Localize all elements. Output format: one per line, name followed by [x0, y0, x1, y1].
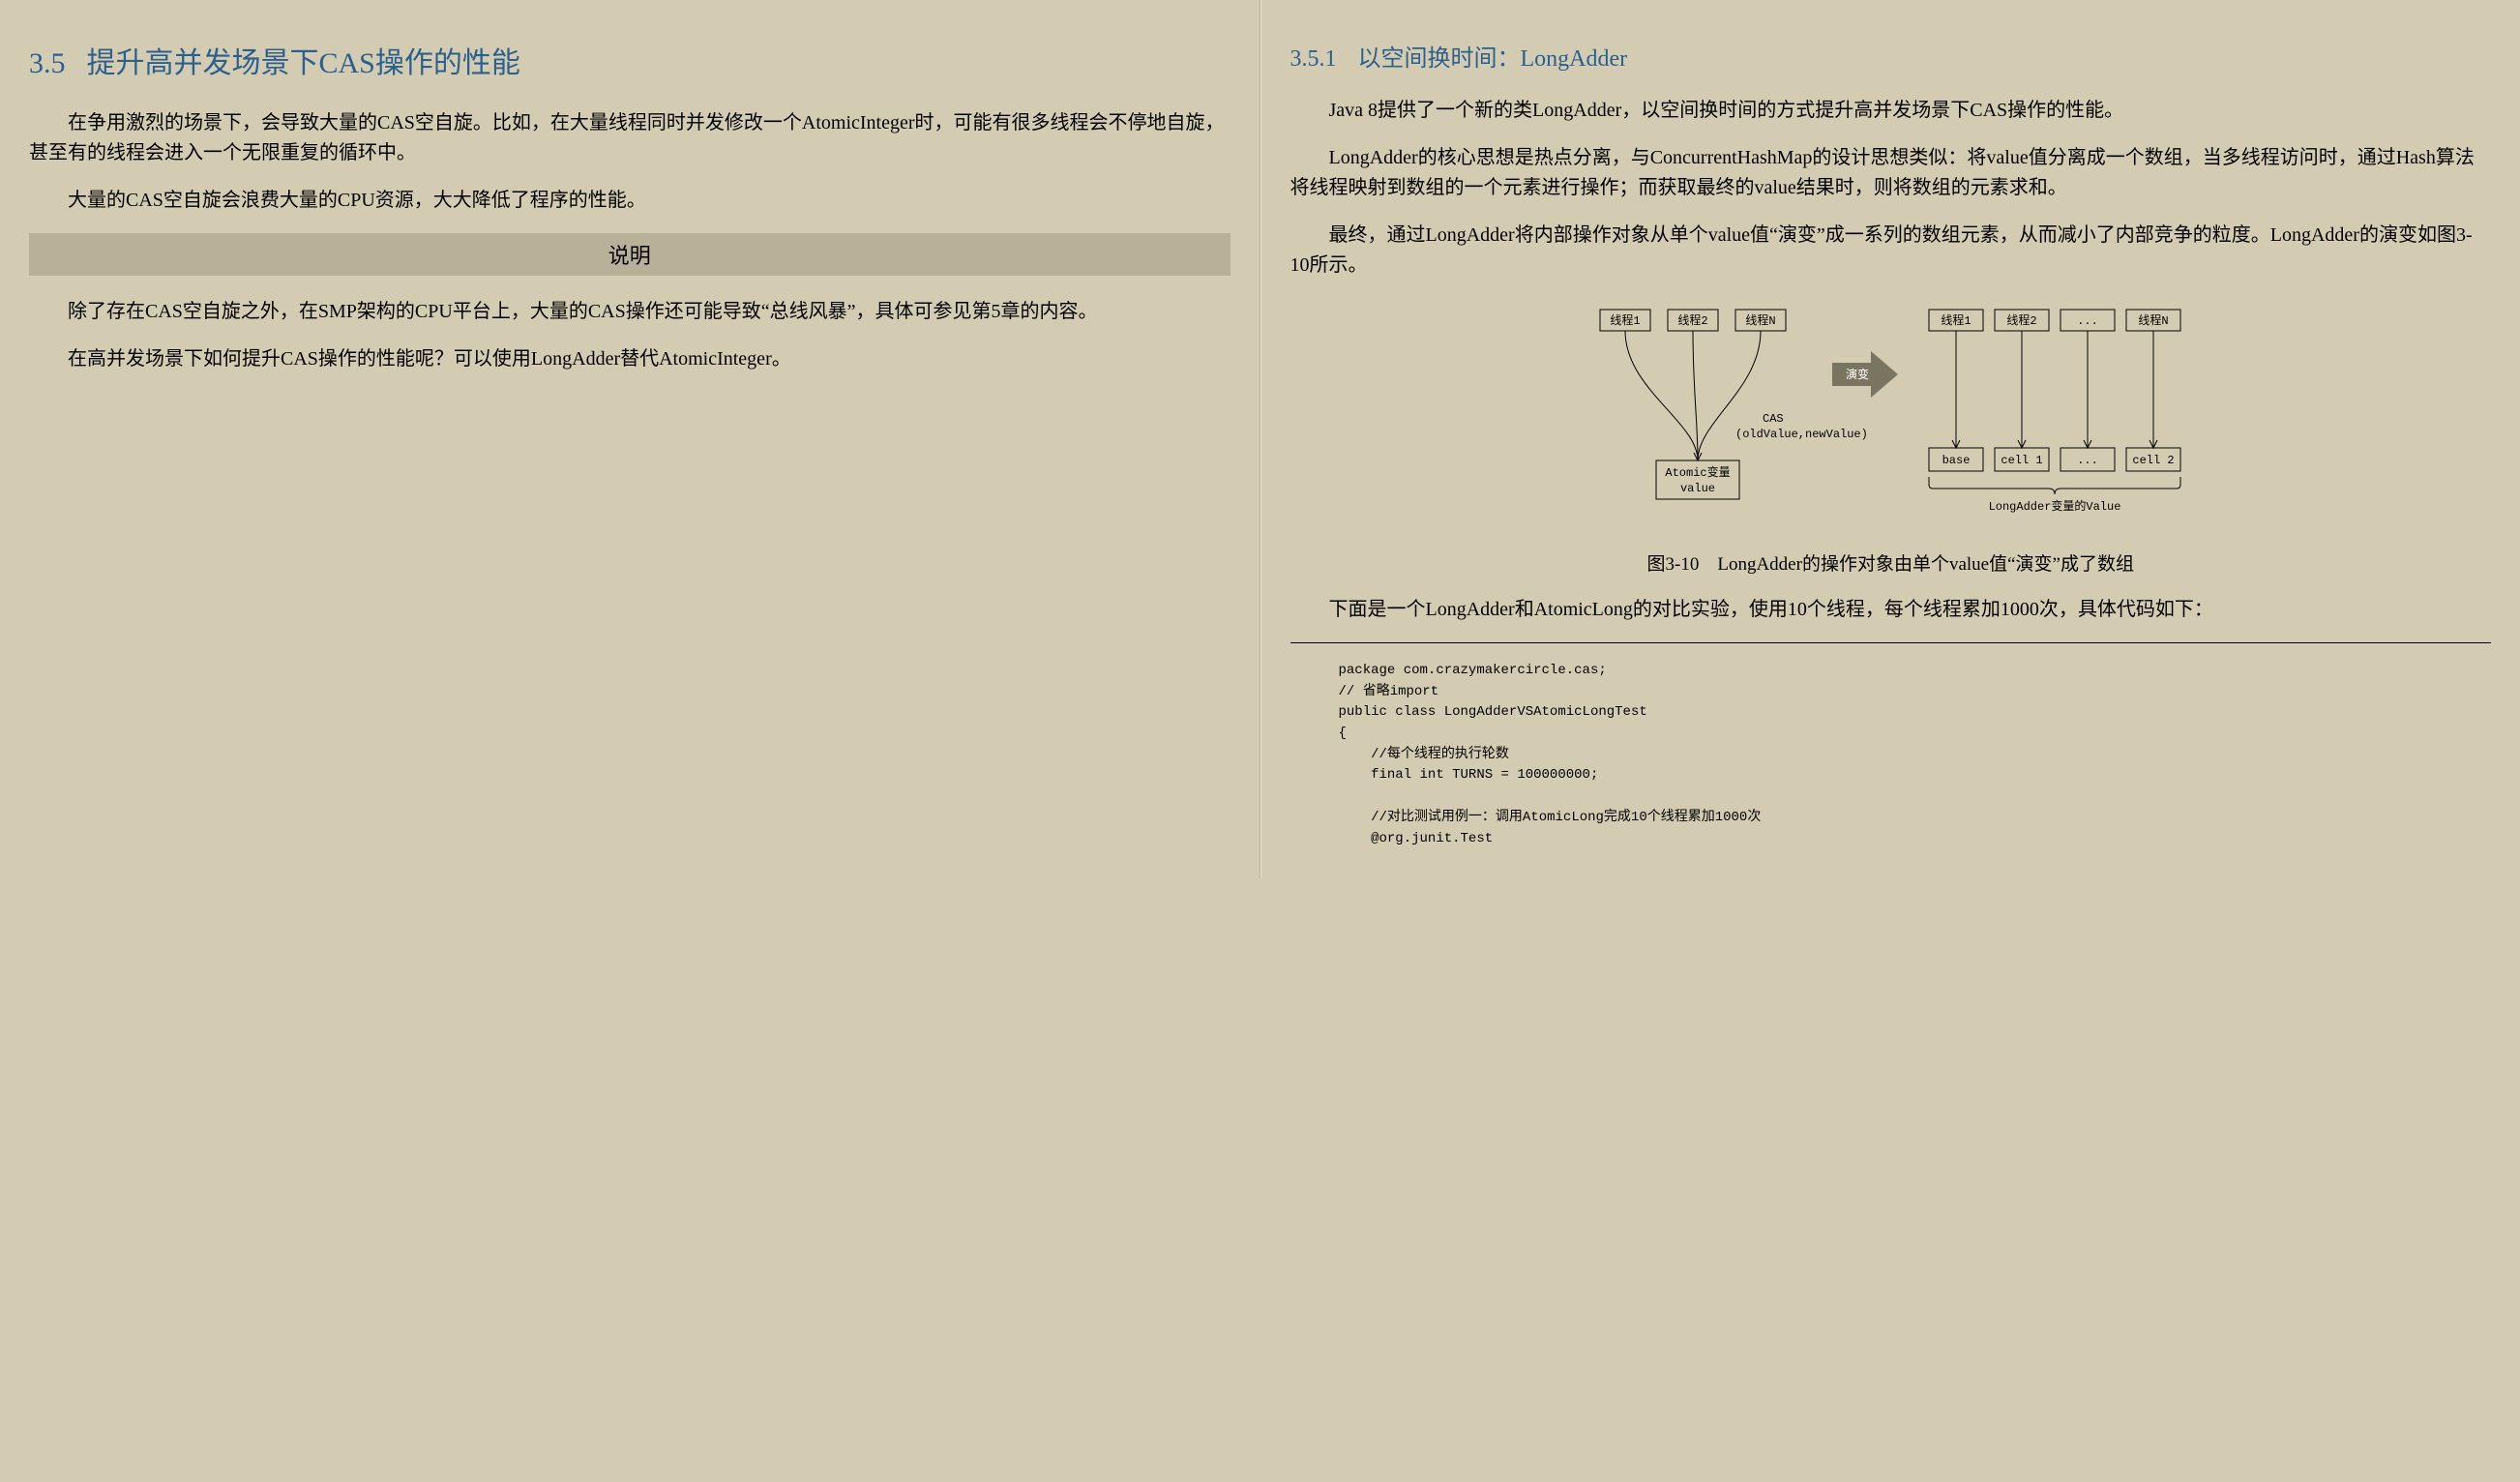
section-title: 提升高并发场景下CAS操作的性能: [87, 47, 520, 79]
svg-text:线程N: 线程N: [2139, 312, 2169, 328]
subsection-title: 以空间换时间：LongAdder: [1358, 46, 1628, 72]
svg-text:...: ...: [2077, 314, 2098, 328]
page-left: 3.5 提升高并发场景下CAS操作的性能 在争用激烈的场景下，会导致大量的CAS空…: [0, 0, 1260, 878]
paragraph: Java 8提供了一个新的类LongAdder，以空间换时间的方式提升高并发场景…: [1290, 96, 2492, 126]
svg-text:Atomic变量: Atomic变量: [1666, 464, 1731, 480]
paragraph: 大量的CAS空自旋会浪费大量的CPU资源，大大降低了程序的性能。: [29, 186, 1230, 216]
paragraph: 下面是一个LongAdder和AtomicLong的对比实验，使用10个线程，每…: [1290, 595, 2492, 625]
svg-text:线程2: 线程2: [2007, 312, 2037, 328]
svg-text:value: value: [1680, 482, 1715, 495]
page-right: 3.5.1 以空间换时间：LongAdder Java 8提供了一个新的类Long…: [1260, 0, 2520, 878]
paragraph: LongAdder的核心思想是热点分离，与ConcurrentHashMap的设…: [1290, 143, 2492, 203]
subsection-number: 3.5.1: [1290, 46, 1337, 72]
figure-caption: 图3-10 LongAdder的操作对象由单个value值“演变”成了数组: [1290, 549, 2492, 576]
subsection-heading-3-5-1: 3.5.1 以空间换时间：LongAdder: [1290, 39, 2492, 73]
svg-text:线程N: 线程N: [1746, 312, 1776, 328]
paragraph: 在争用激烈的场景下，会导致大量的CAS空自旋。比如，在大量线程同时并发修改一个A…: [29, 108, 1230, 168]
svg-text:演变: 演变: [1846, 367, 1869, 382]
section-number: 3.5: [29, 47, 66, 79]
svg-text:base: base: [1942, 454, 1971, 467]
diagram-svg: 线程1 线程2 线程N Atomic变量 value CAS (oldValue,newVa…: [1581, 298, 2200, 530]
svg-text:CAS: CAS: [1763, 412, 1784, 426]
svg-text:cell 2: cell 2: [2133, 454, 2175, 467]
note-label: 说明: [608, 244, 651, 268]
svg-text:线程1: 线程1: [1942, 312, 1972, 328]
section-heading-3-5: 3.5 提升高并发场景下CAS操作的性能: [29, 39, 1230, 81]
paragraph: 除了存在CAS空自旋之外，在SMP架构的CPU平台上，大量的CAS操作还可能导致…: [29, 297, 1230, 327]
svg-text:...: ...: [2077, 454, 2098, 467]
figure-3-10: 线程1 线程2 线程N Atomic变量 value CAS (oldValue,newVa…: [1290, 298, 2492, 530]
code-block: package com.crazymakercircle.cas; // 省略i…: [1290, 642, 2492, 849]
svg-text:(oldValue,newValue): (oldValue,newValue): [1735, 428, 1868, 441]
note-label-box: 说明: [29, 233, 1230, 276]
svg-text:LongAdder变量的Value: LongAdder变量的Value: [1989, 498, 2121, 514]
paragraph: 在高并发场景下如何提升CAS操作的性能呢？可以使用LongAdder替代Atom…: [29, 344, 1230, 374]
paragraph: 最终，通过LongAdder将内部操作对象从单个value值“演变”成一系列的数…: [1290, 221, 2492, 281]
svg-text:cell 1: cell 1: [2001, 454, 2043, 467]
svg-text:线程1: 线程1: [1611, 312, 1641, 328]
svg-text:线程2: 线程2: [1678, 312, 1708, 328]
